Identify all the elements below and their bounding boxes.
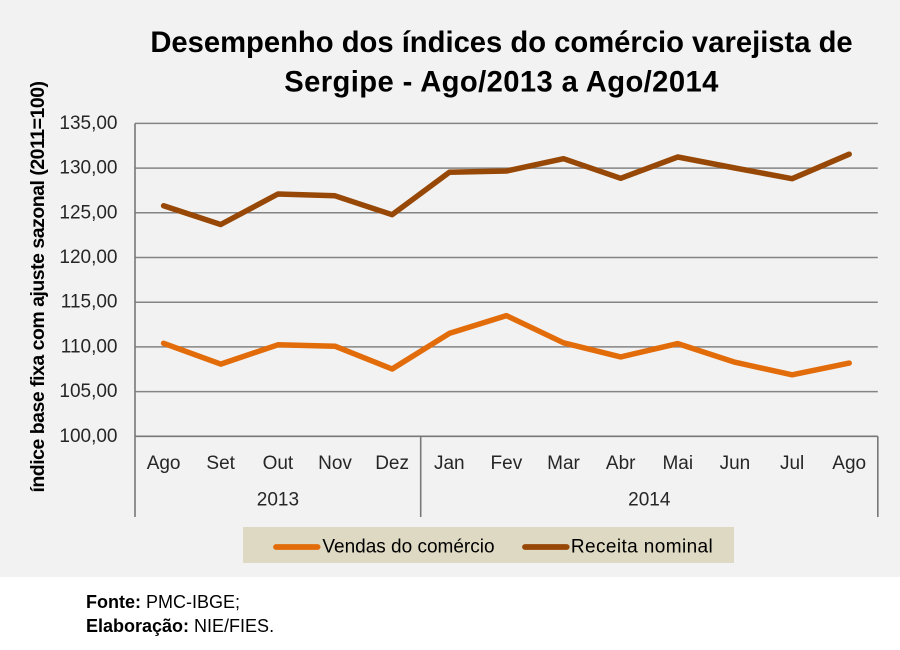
svg-text:2014: 2014 — [628, 490, 671, 511]
svg-text:Mar: Mar — [547, 453, 580, 474]
svg-text:100,00: 100,00 — [59, 426, 117, 447]
svg-text:Fev: Fev — [491, 453, 523, 474]
svg-text:105,00: 105,00 — [59, 381, 117, 402]
svg-text:Desempenho dos índices do comé: Desempenho dos índices do comércio varej… — [150, 27, 852, 59]
svg-text:Nov: Nov — [318, 453, 352, 474]
svg-text:Fonte: PMC-IBGE;: Fonte: PMC-IBGE; — [86, 592, 240, 612]
svg-text:130,00: 130,00 — [59, 158, 117, 179]
svg-text:Mai: Mai — [662, 453, 693, 474]
svg-text:Dez: Dez — [375, 453, 409, 474]
svg-text:índice base fixa com ajuste sa: índice base fixa com ajuste sazonal (201… — [27, 81, 49, 492]
svg-text:Vendas do comércio: Vendas do comércio — [322, 537, 494, 558]
svg-text:Out: Out — [263, 453, 294, 474]
svg-text:Abr: Abr — [606, 453, 636, 474]
svg-text:Receita nominal: Receita nominal — [571, 537, 713, 558]
svg-text:120,00: 120,00 — [59, 247, 117, 268]
svg-text:135,00: 135,00 — [59, 113, 117, 134]
svg-text:Sergipe - Ago/2013 a Ago/2014: Sergipe - Ago/2013 a Ago/2014 — [284, 67, 719, 99]
svg-text:Jan: Jan — [434, 453, 465, 474]
svg-text:115,00: 115,00 — [61, 292, 118, 313]
svg-text:Jun: Jun — [720, 453, 751, 474]
svg-text:110,00: 110,00 — [61, 336, 118, 357]
svg-text:Elaboração: NIE/FIES.: Elaboração: NIE/FIES. — [86, 616, 274, 636]
svg-text:Ago: Ago — [832, 453, 866, 474]
svg-text:Set: Set — [206, 453, 235, 474]
svg-text:Ago: Ago — [147, 453, 181, 474]
svg-text:2013: 2013 — [257, 490, 299, 511]
svg-text:125,00: 125,00 — [59, 202, 117, 223]
svg-text:Jul: Jul — [780, 453, 804, 474]
